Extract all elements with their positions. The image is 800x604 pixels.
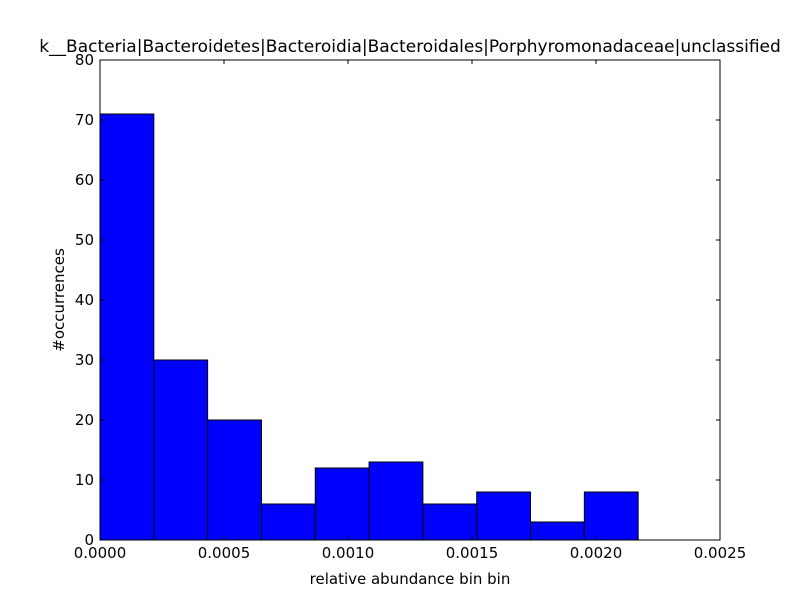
y-tick-label: 30 <box>75 351 94 369</box>
x-axis-label: relative abundance bin bin <box>310 570 511 588</box>
histogram-bar <box>530 521 585 541</box>
y-tick-label: 40 <box>75 291 94 309</box>
histogram-bar <box>260 503 316 541</box>
histogram-bar <box>422 503 478 541</box>
histogram-bar <box>583 491 639 541</box>
y-tick-label: 10 <box>75 471 94 489</box>
histogram-bar <box>99 113 155 541</box>
y-tick-label: 20 <box>75 411 94 429</box>
y-tick-label: 70 <box>75 111 94 129</box>
histogram-bar <box>476 491 532 541</box>
y-tick-label: 80 <box>75 51 94 69</box>
histogram-bar <box>153 359 209 541</box>
x-tick-label: 0.0025 <box>694 544 747 562</box>
x-axis-ticks: 0.0000 0.0005 0.0010 0.0015 0.0020 0.0025 <box>74 60 747 562</box>
x-tick-label: 0.0005 <box>198 544 251 562</box>
y-axis-ticks: 0 10 20 30 40 50 60 70 80 <box>75 51 720 549</box>
histogram-bar <box>314 467 370 541</box>
bars-group <box>99 113 639 541</box>
y-axis-label: #occurrences <box>50 248 68 352</box>
histogram-bar <box>207 419 262 541</box>
y-tick-label: 60 <box>75 171 94 189</box>
x-tick-label: 0.0020 <box>570 544 623 562</box>
y-tick-label: 50 <box>75 231 94 249</box>
x-tick-label: 0.0010 <box>322 544 375 562</box>
histogram-bar <box>368 461 424 541</box>
chart-title: k__Bacteria|Bacteroidetes|Bacteroidia|Ba… <box>39 37 781 57</box>
x-tick-label: 0.0015 <box>446 544 499 562</box>
x-tick-label: 0.0000 <box>74 544 127 562</box>
y-tick-label: 0 <box>84 531 94 549</box>
